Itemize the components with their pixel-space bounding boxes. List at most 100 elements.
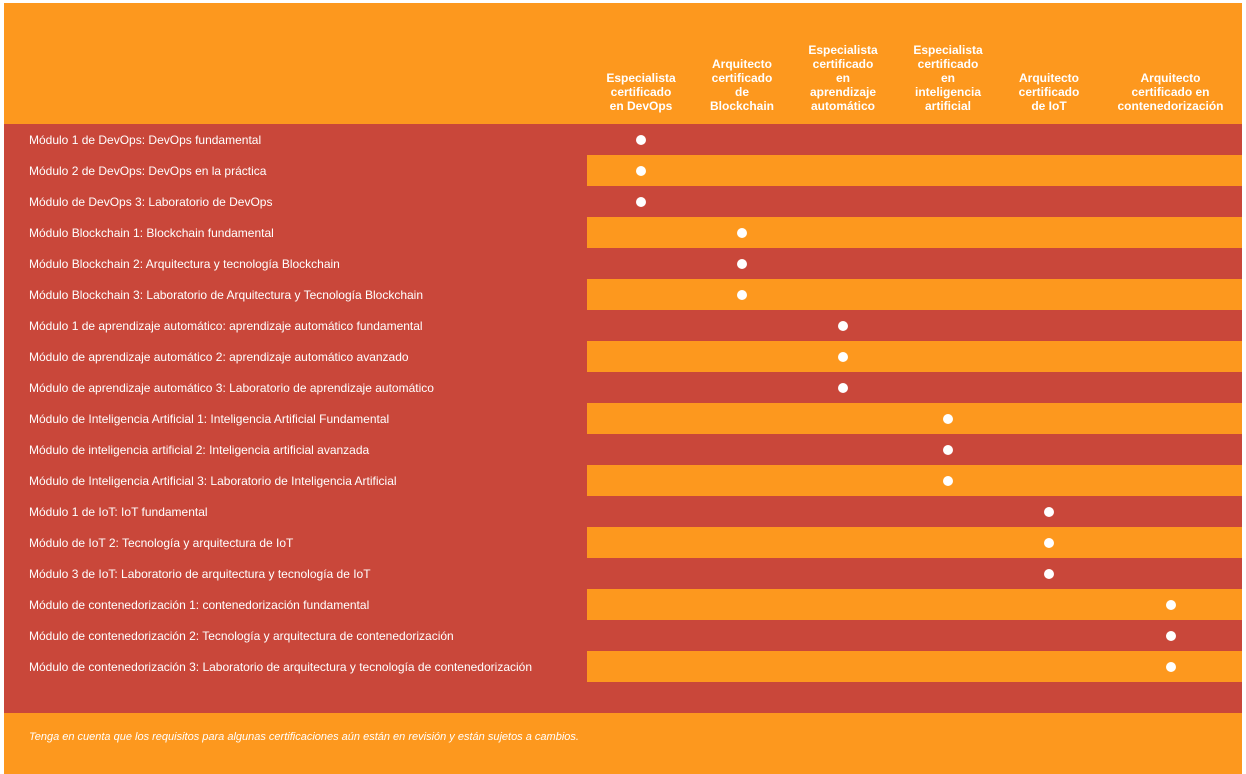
cell-containers bbox=[1099, 496, 1242, 527]
cell-blockchain bbox=[695, 155, 789, 186]
cell-devops bbox=[587, 279, 695, 310]
cell-iot bbox=[999, 186, 1099, 217]
cell-ml bbox=[789, 496, 897, 527]
header-containers: Arquitecto certificado en contenedorizació… bbox=[1099, 3, 1242, 124]
cell-devops bbox=[587, 434, 695, 465]
cell-devops bbox=[587, 558, 695, 589]
required-dot-icon bbox=[737, 228, 747, 239]
cell-containers bbox=[1099, 372, 1242, 403]
cell-ml bbox=[789, 527, 897, 558]
cell-ml bbox=[789, 558, 897, 589]
required-dot-icon bbox=[737, 259, 747, 270]
module-label: Módulo 3 de IoT: Laboratorio de arquitec… bbox=[4, 558, 587, 589]
cell-iot bbox=[999, 620, 1099, 651]
header-label-devops: Especialista certificado en DevOps bbox=[606, 71, 676, 113]
table-row: Módulo 1 de DevOps: DevOps fundamental bbox=[4, 124, 1242, 155]
cell-iot bbox=[999, 248, 1099, 279]
cell-containers bbox=[1099, 527, 1242, 558]
cell-ai bbox=[897, 124, 999, 155]
required-dot-icon bbox=[1044, 507, 1054, 518]
cell-devops bbox=[587, 589, 695, 620]
cell-devops bbox=[587, 620, 695, 651]
certification-matrix: Especialista certificado en DevOps Arquitec… bbox=[4, 3, 1242, 774]
cell-devops bbox=[587, 310, 695, 341]
module-label: Módulo de IoT 2: Tecnología y arquitectu… bbox=[4, 527, 587, 558]
header-ml: Especialista certificado en aprendizaje auto… bbox=[789, 3, 897, 124]
required-dot-icon bbox=[838, 352, 848, 363]
table-row: Módulo Blockchain 3: Laboratorio de Arqu… bbox=[4, 279, 1242, 310]
cell-ml bbox=[789, 248, 897, 279]
cell-ml bbox=[789, 279, 897, 310]
cell-containers bbox=[1099, 310, 1242, 341]
cell-devops bbox=[587, 155, 695, 186]
table-row: Módulo de aprendizaje automático 3: Labo… bbox=[4, 372, 1242, 403]
module-label: Módulo de Inteligencia Artificial 3: Lab… bbox=[4, 465, 587, 496]
cell-containers bbox=[1099, 279, 1242, 310]
cell-containers bbox=[1099, 403, 1242, 434]
cell-containers bbox=[1099, 124, 1242, 155]
cell-iot bbox=[999, 558, 1099, 589]
cell-iot bbox=[999, 434, 1099, 465]
cell-ai bbox=[897, 372, 999, 403]
cell-ai bbox=[897, 217, 999, 248]
cell-devops bbox=[587, 403, 695, 434]
header-label-ai: Especialista certificado en inteligencia art… bbox=[913, 43, 983, 113]
cell-devops bbox=[587, 341, 695, 372]
required-dot-icon bbox=[1165, 600, 1176, 611]
header-row: Especialista certificado en DevOps Arquitec… bbox=[4, 3, 1242, 124]
cell-containers bbox=[1099, 341, 1242, 372]
cell-ml bbox=[789, 465, 897, 496]
module-label: Módulo de aprendizaje automático 3: Labo… bbox=[4, 372, 587, 403]
cell-ml bbox=[789, 403, 897, 434]
cell-ml bbox=[789, 124, 897, 155]
cell-iot bbox=[999, 310, 1099, 341]
cell-ml bbox=[789, 310, 897, 341]
cell-iot bbox=[999, 279, 1099, 310]
cell-ml bbox=[789, 372, 897, 403]
cell-containers bbox=[1099, 651, 1242, 682]
required-dot-icon bbox=[636, 166, 646, 177]
cell-devops bbox=[587, 372, 695, 403]
table-row: Módulo 1 de IoT: IoT fundamental bbox=[4, 496, 1242, 527]
cell-ml bbox=[789, 651, 897, 682]
bottom-strip bbox=[4, 770, 1242, 774]
cell-ai bbox=[897, 341, 999, 372]
required-dot-icon bbox=[1165, 662, 1176, 673]
cell-blockchain bbox=[695, 527, 789, 558]
cell-iot bbox=[999, 651, 1099, 682]
header-module-column bbox=[4, 3, 587, 124]
module-label: Módulo de Inteligencia Artificial 1: Int… bbox=[4, 403, 587, 434]
cell-blockchain bbox=[695, 589, 789, 620]
cell-ml bbox=[789, 155, 897, 186]
module-label: Módulo de contenedorización 3: Laborator… bbox=[4, 651, 587, 682]
cell-ml bbox=[789, 434, 897, 465]
cell-containers bbox=[1099, 155, 1242, 186]
table-row: Módulo de contenedorización 2: Tecnologí… bbox=[4, 620, 1242, 651]
required-dot-icon bbox=[943, 476, 953, 487]
cell-ai bbox=[897, 248, 999, 279]
table-row: Módulo 2 de DevOps: DevOps en la práctic… bbox=[4, 155, 1242, 186]
cell-iot bbox=[999, 341, 1099, 372]
table-row: Módulo de contenedorización 1: contenedo… bbox=[4, 589, 1242, 620]
cell-ai bbox=[897, 496, 999, 527]
module-label: Módulo Blockchain 1: Blockchain fundamen… bbox=[4, 217, 587, 248]
cell-ml bbox=[789, 217, 897, 248]
cell-iot bbox=[999, 217, 1099, 248]
cell-ai bbox=[897, 310, 999, 341]
module-label: Módulo 1 de aprendizaje automático: apre… bbox=[4, 310, 587, 341]
cell-ai bbox=[897, 620, 999, 651]
table-row: Módulo Blockchain 2: Arquitectura y tecn… bbox=[4, 248, 1242, 279]
cell-blockchain bbox=[695, 496, 789, 527]
module-label: Módulo de inteligencia artificial 2: Int… bbox=[4, 434, 587, 465]
note-row: Tenga en cuenta que los requisitos para … bbox=[4, 713, 1242, 770]
header-ai: Especialista certificado en inteligencia art… bbox=[897, 3, 999, 124]
cell-devops bbox=[587, 465, 695, 496]
cell-blockchain bbox=[695, 279, 789, 310]
header-blockchain: Arquitecto certificado de Blockchain bbox=[695, 3, 789, 124]
cell-blockchain bbox=[695, 620, 789, 651]
module-label: Módulo 2 de DevOps: DevOps en la práctic… bbox=[4, 155, 587, 186]
module-label: Módulo Blockchain 2: Arquitectura y tecn… bbox=[4, 248, 587, 279]
cell-blockchain bbox=[695, 465, 789, 496]
table-row: Módulo 1 de aprendizaje automático: apre… bbox=[4, 310, 1242, 341]
cell-blockchain bbox=[695, 558, 789, 589]
